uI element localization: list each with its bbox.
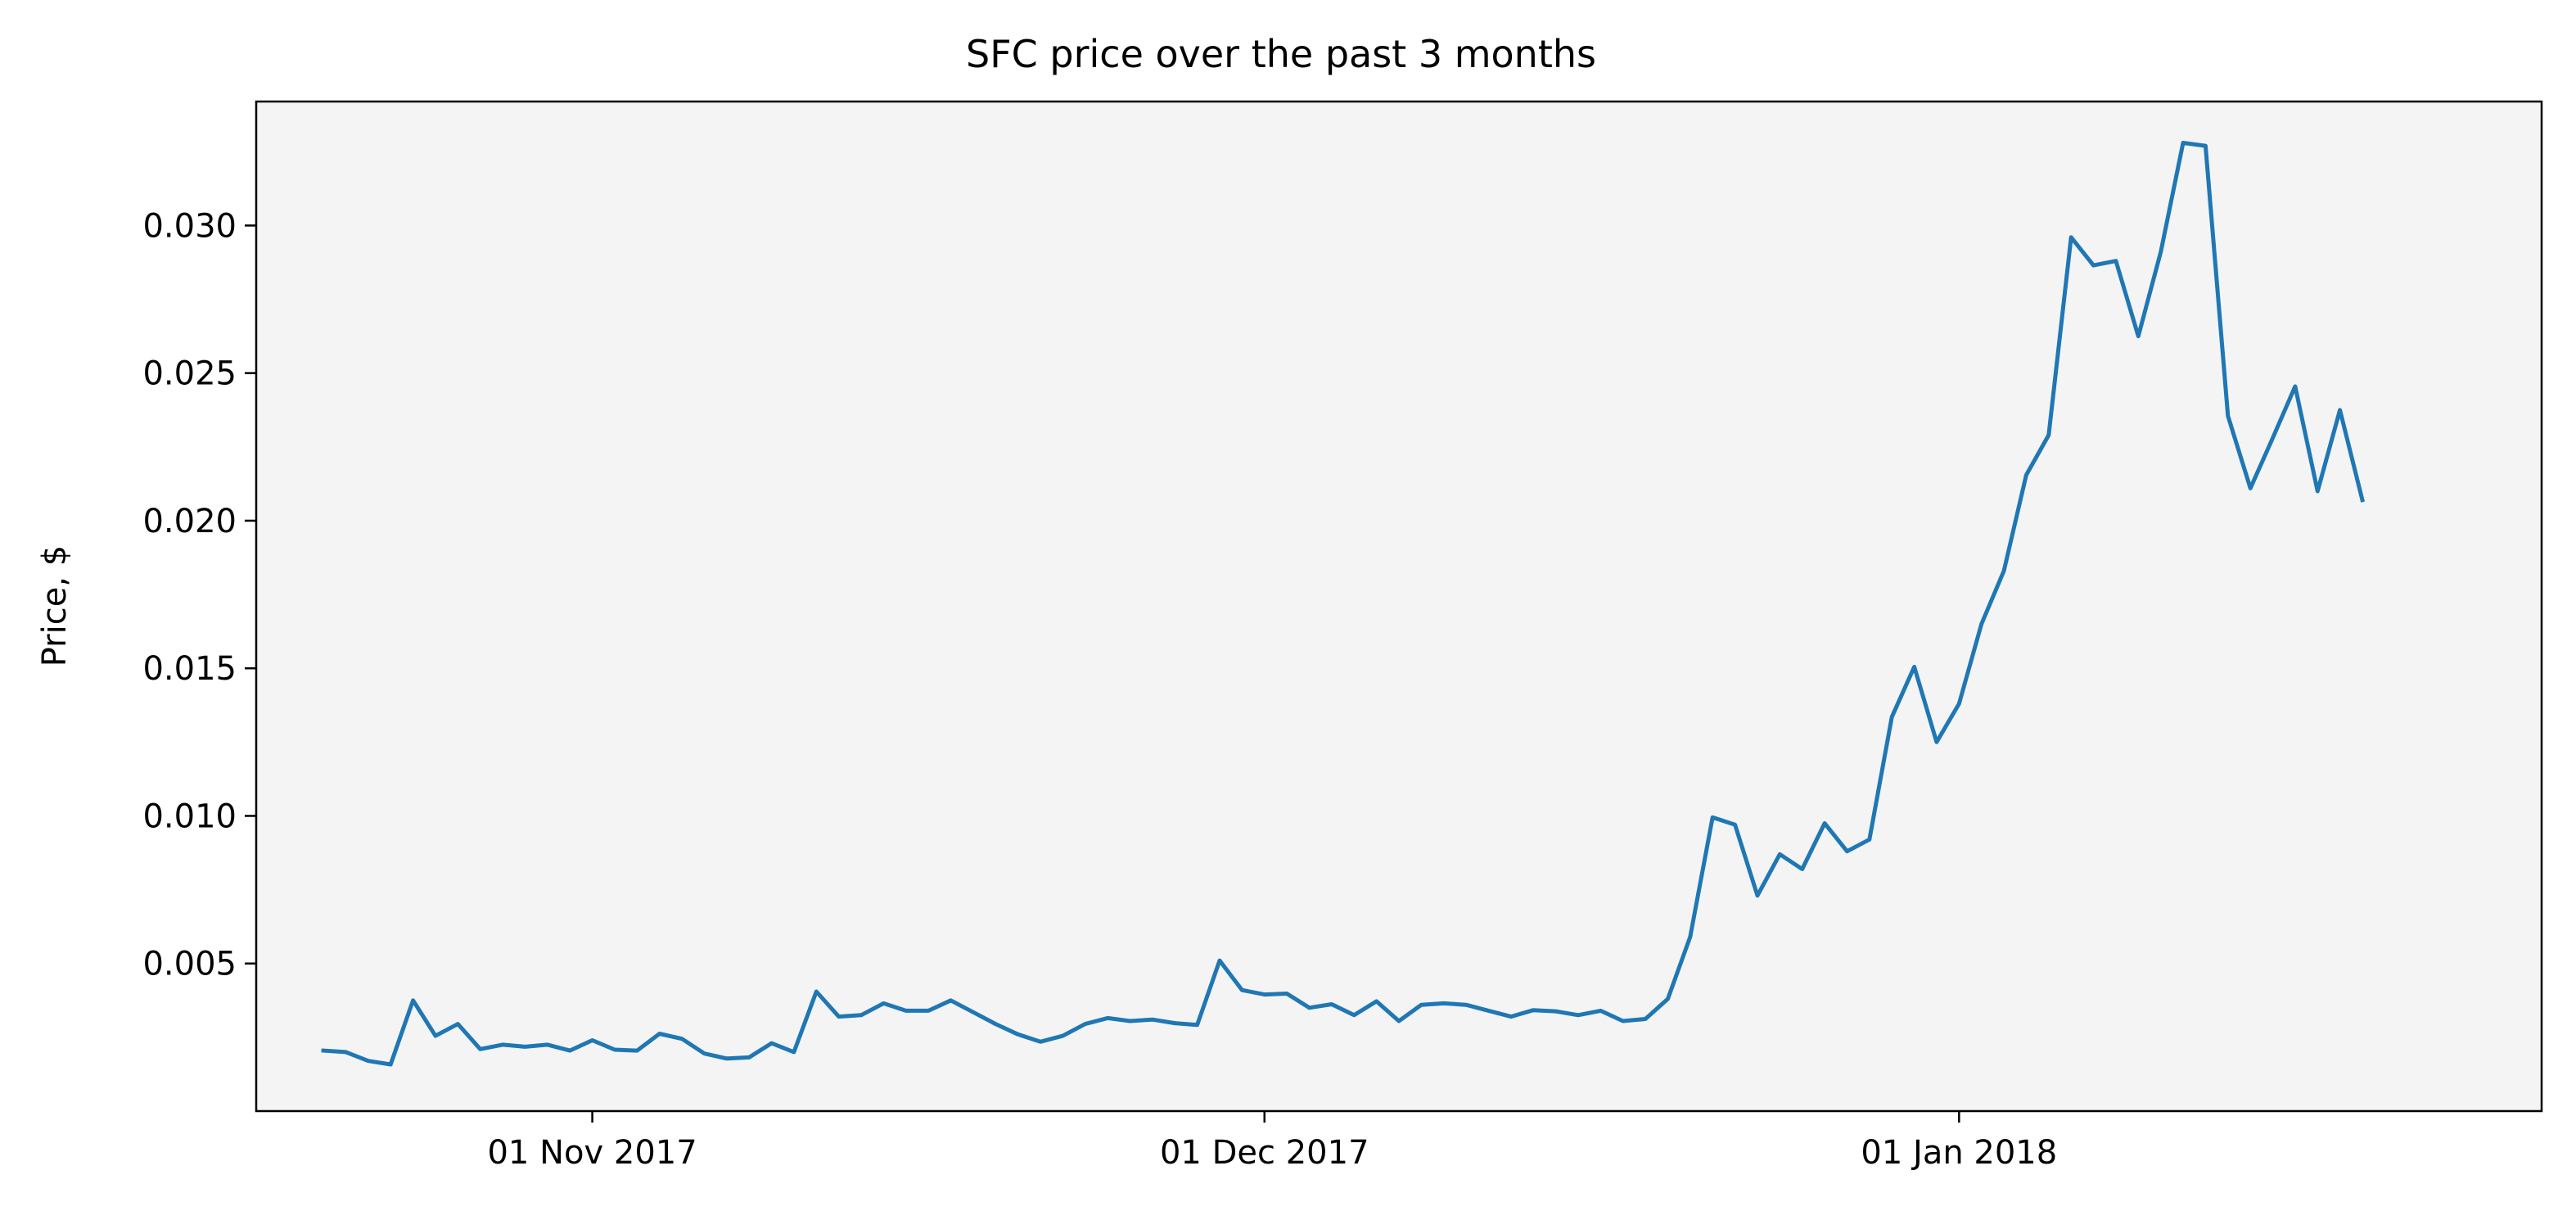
y-tick-label: 0.015 (142, 650, 237, 688)
x-tick-label: 01 Dec 2017 (1160, 1134, 1369, 1172)
y-axis-label: Price, $ (36, 545, 74, 666)
x-tick-label: 01 Nov 2017 (487, 1134, 697, 1172)
y-tick-label: 0.005 (142, 946, 237, 983)
x-tick-label: 01 Jan 2018 (1861, 1134, 2057, 1172)
y-tick-label: 0.025 (142, 355, 237, 393)
y-axis-ticks: 0.005 0.010 0.015 0.020 0.025 0.030 (142, 207, 256, 983)
x-axis-ticks: 01 Nov 2017 01 Dec 2017 01 Jan 2018 (487, 1111, 2057, 1172)
y-tick-label: 0.030 (142, 207, 237, 245)
chart-title: SFC price over the past 3 months (966, 32, 1596, 76)
plot-area (256, 102, 2542, 1111)
y-tick-label: 0.020 (142, 503, 237, 540)
price-line-series (321, 141, 2366, 1067)
plot-frame (255, 100, 2543, 1113)
y-tick-label: 0.010 (142, 798, 237, 835)
